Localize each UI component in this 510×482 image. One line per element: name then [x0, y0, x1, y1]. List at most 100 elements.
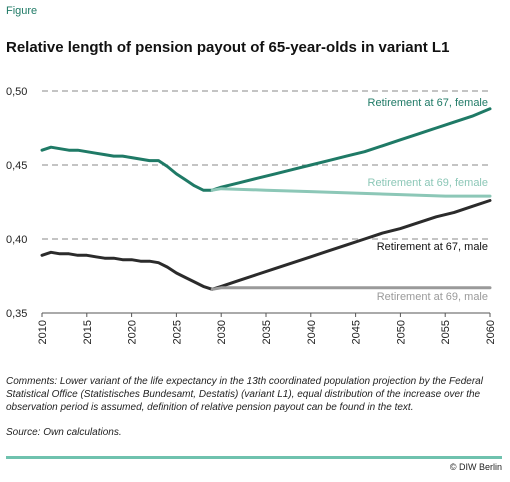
data-point	[193, 185, 195, 187]
data-point	[122, 259, 124, 261]
data-point	[444, 195, 446, 197]
series-line	[40, 107, 492, 192]
y-tick-label: 0,40	[6, 234, 27, 246]
data-point	[238, 182, 240, 184]
data-point	[453, 211, 455, 213]
data-point	[471, 205, 473, 207]
data-point	[211, 288, 213, 290]
data-point	[310, 256, 312, 258]
data-point	[86, 151, 88, 153]
data-point	[265, 189, 267, 191]
x-tick-label: 2035	[261, 320, 273, 344]
data-point	[220, 188, 222, 190]
data-point	[435, 216, 437, 218]
data-point	[113, 155, 115, 157]
chart-area: 0,35 0,40 0,45 0,50 2010 2015 2020 2025 2030 2035…	[0, 70, 510, 375]
data-point	[238, 279, 240, 281]
figure-label: Figure	[6, 5, 38, 17]
data-point	[175, 173, 177, 175]
data-point	[364, 151, 366, 153]
data-point	[256, 177, 258, 179]
footer-divider	[6, 456, 502, 459]
data-point	[95, 152, 97, 154]
data-point	[131, 157, 133, 159]
data-point	[399, 194, 401, 196]
data-point	[68, 149, 70, 151]
data-point	[328, 160, 330, 162]
data-point	[68, 253, 70, 255]
x-tick-label: 2045	[351, 320, 363, 344]
x-tick-label: 2055	[440, 320, 452, 344]
x-tick-label: 2050	[395, 320, 407, 344]
data-point	[274, 268, 276, 270]
data-point	[381, 145, 384, 147]
data-point	[59, 148, 61, 150]
data-point	[157, 160, 160, 162]
data-point	[104, 257, 106, 259]
data-point	[399, 287, 401, 289]
data-point	[346, 244, 348, 246]
data-point	[444, 287, 446, 289]
copyright-credit: © DIW Berlin	[449, 462, 502, 472]
data-point	[166, 165, 168, 168]
data-point	[122, 155, 124, 157]
x-tick-label: 2060	[485, 320, 497, 344]
data-point	[184, 276, 186, 279]
data-point	[148, 260, 151, 262]
data-point	[453, 121, 455, 123]
series-label: Retirement at 69, female	[368, 177, 488, 189]
data-point	[489, 108, 491, 110]
data-point	[140, 158, 142, 160]
data-point	[175, 272, 177, 274]
data-point	[166, 266, 168, 268]
x-tick-label: 2025	[171, 320, 183, 344]
data-point	[381, 232, 384, 234]
data-point	[292, 168, 294, 170]
y-tick-label: 0,45	[6, 160, 27, 172]
series-label: Retirement at 67, male	[377, 241, 488, 253]
data-point	[220, 287, 222, 289]
data-point	[113, 257, 115, 259]
y-tick-label: 0,35	[6, 308, 27, 320]
data-point	[355, 287, 357, 289]
data-point	[77, 149, 79, 151]
data-point	[399, 139, 401, 141]
series-line	[40, 199, 492, 291]
series-label: Retirement at 69, male	[377, 291, 488, 303]
data-point	[292, 262, 294, 264]
chart-source: Source: Own calculations.	[6, 427, 122, 438]
data-point	[310, 191, 312, 193]
series-label: Retirement at 67, female	[368, 97, 488, 109]
data-point	[86, 254, 88, 256]
data-point	[328, 250, 330, 252]
data-point	[184, 179, 186, 181]
data-point	[131, 259, 133, 261]
data-point	[104, 154, 106, 156]
x-tick-label: 2040	[306, 320, 318, 344]
data-point	[193, 281, 195, 283]
data-point	[157, 262, 160, 264]
data-point	[364, 238, 366, 240]
data-point	[41, 149, 43, 151]
data-point	[256, 273, 258, 276]
line-chart: 0,35 0,40 0,45 0,50 2010 2015 2020 2025 2030 2035…	[6, 86, 497, 344]
series-line	[210, 187, 492, 198]
data-point	[346, 155, 348, 157]
data-point	[148, 160, 151, 162]
x-tick-label: 2020	[127, 320, 139, 344]
chart-title: Relative length of pension payout of 65-…	[6, 39, 450, 56]
data-point	[95, 256, 97, 258]
data-point	[50, 251, 52, 253]
data-point	[265, 287, 267, 289]
chart-comments: Comments: Lower variant of the life expe…	[6, 376, 483, 413]
data-point	[399, 228, 401, 230]
data-point	[355, 192, 357, 194]
data-point	[417, 133, 419, 135]
data-point	[202, 285, 204, 287]
data-point	[435, 127, 437, 129]
x-tick-label: 2030	[216, 320, 228, 344]
data-point	[489, 195, 491, 197]
y-tick-label: 0,50	[6, 86, 27, 98]
data-point	[77, 254, 79, 256]
data-point	[59, 253, 61, 255]
